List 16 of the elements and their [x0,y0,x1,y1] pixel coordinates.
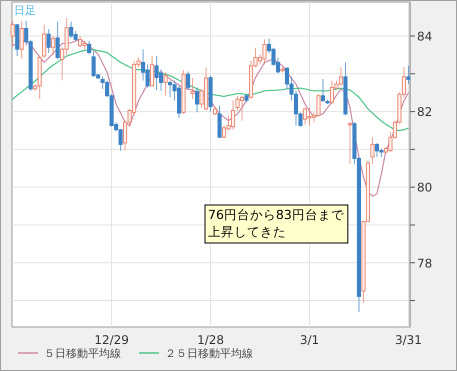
ytick: 80 [417,180,432,195]
ytick: 84 [417,30,432,44]
ytick: 82 [417,105,432,120]
annotation: 上昇してきた [208,224,286,239]
xtick: 1/28 [197,333,224,347]
xtick: 3/1 [300,333,320,347]
xtick: 12/29 [94,333,129,347]
annotation: 76円台から83円台まで [208,207,345,222]
legend-item: ２５日移動平均線 [139,347,253,360]
ytick: 78 [417,256,432,270]
legend-label: ５日移動平均線 [44,347,121,360]
legend-item: ５日移動平均線 [18,347,121,360]
xtick: 3/31 [394,333,422,347]
title: 日足 [14,4,36,17]
legend-label: ２５日移動平均線 [165,347,253,360]
annotation: 76円台から83円台まで 上昇してきた [204,204,348,244]
